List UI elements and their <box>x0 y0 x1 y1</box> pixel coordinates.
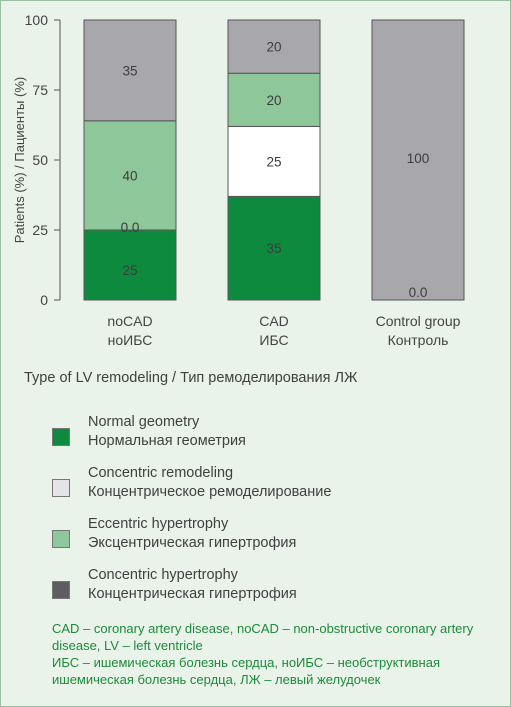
bar-segment <box>227 195 321 301</box>
bar-segment <box>227 19 321 74</box>
x-tick-label: Control group <box>376 313 461 329</box>
legend-label-ru: Нормальная геометрия <box>88 433 246 449</box>
legend-swatch <box>52 530 70 548</box>
x-tick-label: noCAD <box>107 313 152 329</box>
data-label: 25 <box>122 263 137 278</box>
legend-label-en: Concentric remodeling <box>88 465 234 481</box>
footnote-en: CAD – coronary artery disease, noCAD – n… <box>52 621 474 653</box>
legend-label-ru: Концентрическое ремоделирование <box>88 484 332 500</box>
data-label: 25 <box>266 154 281 169</box>
bar-segment <box>227 72 321 127</box>
legend-swatch <box>52 581 70 599</box>
x-tick-label: CAD <box>259 313 289 329</box>
legend-label-ru: Концентрическая гипертрофия <box>88 586 297 602</box>
x-tick-label: Контроль <box>388 332 449 348</box>
legend-label-en: Eccentric hypertrophy <box>88 516 229 532</box>
data-label: 0.0 <box>121 220 140 235</box>
y-tick-label: 25 <box>32 222 48 238</box>
x-tick-label: ИБС <box>259 332 288 348</box>
y-tick-label: 100 <box>25 12 49 28</box>
data-label: 35 <box>122 63 137 78</box>
legend-label-ru: Эксцентрическая гипертрофия <box>88 535 297 551</box>
data-label: 0.0 <box>409 285 428 300</box>
legend-swatch <box>52 479 70 497</box>
y-axis-title: Patients (%) / Пациенты (%) <box>12 77 27 243</box>
legend-label-en: Normal geometry <box>88 414 200 430</box>
y-tick-label: 0 <box>40 292 48 308</box>
x-tick-label: ноИБС <box>108 332 153 348</box>
data-label: 20 <box>266 93 281 108</box>
bar-segment <box>83 19 177 122</box>
legend-swatch <box>52 428 70 446</box>
footnote: CAD – coronary artery disease, noCAD – n… <box>52 620 492 688</box>
legend-label-en: Concentric hypertrophy <box>88 567 238 583</box>
y-tick-label: 50 <box>32 152 48 168</box>
data-label: 35 <box>266 241 281 256</box>
bar-segment <box>371 19 465 301</box>
bar-segment <box>83 120 177 231</box>
data-label: 40 <box>122 168 137 183</box>
data-label: 20 <box>266 40 281 55</box>
bar-segment <box>227 125 321 197</box>
data-label: 100 <box>407 151 430 166</box>
x-axis-title: Type of LV remodeling / Тип ремоделирова… <box>24 370 358 386</box>
stacked-bar-chart: 0 25 50 75 100 Patients (%) / Пациенты (%) no… <box>12 12 465 348</box>
footnote-ru: ИБС – ишемическая болезнь сердца, ноИБС … <box>52 655 441 687</box>
y-tick-label: 75 <box>32 82 48 98</box>
